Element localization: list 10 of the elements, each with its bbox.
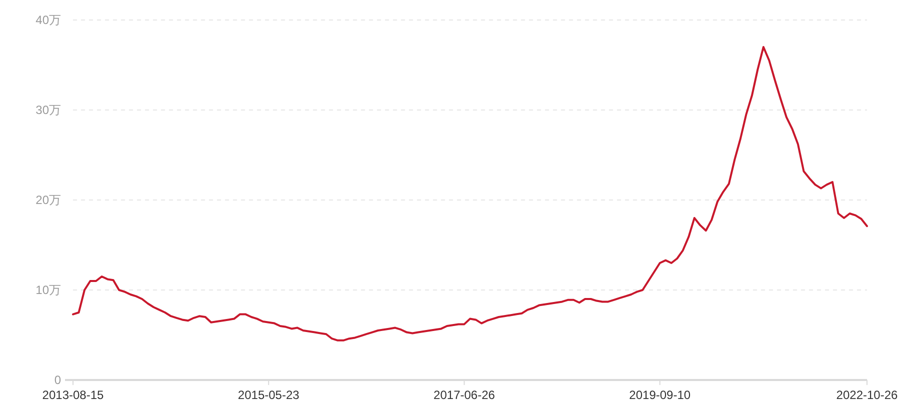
y-tick-label: 10万 <box>36 283 61 297</box>
y-tick-label: 0 <box>54 373 62 387</box>
y-tick-label: 20万 <box>36 193 61 207</box>
x-tick-label: 2015-05-23 <box>238 388 300 400</box>
x-tick-label: 2013-08-15 <box>42 388 104 400</box>
y-tick-label: 40万 <box>36 13 61 27</box>
x-tick-label: 2017-06-26 <box>434 388 496 400</box>
x-tick-label: 2019-09-10 <box>629 388 691 400</box>
x-tick-label: 2022-10-26 <box>836 388 898 400</box>
y-tick-label: 30万 <box>36 103 61 117</box>
